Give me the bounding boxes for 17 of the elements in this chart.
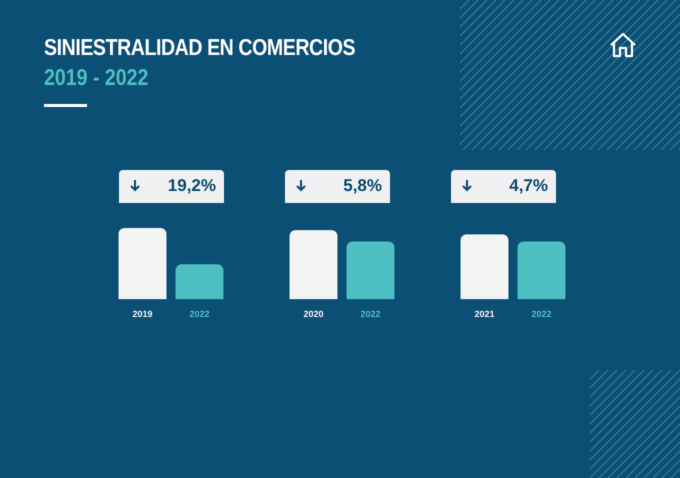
text: 4,7% [509, 176, 548, 195]
bar [176, 264, 224, 300]
chart-title: SINIESTRALIDAD EN COMERCIOS [44, 34, 356, 61]
text: 19,2% [168, 176, 216, 195]
x-tick-label: 2022 [189, 309, 210, 320]
x-tick-label: 2022 [531, 309, 552, 320]
bar [290, 230, 338, 300]
x-tick-label: 2022 [360, 309, 381, 320]
x-tick-label: 2020 [303, 309, 324, 320]
text: 5,8% [343, 176, 382, 195]
bar [346, 242, 394, 300]
x-tick-label: 2021 [474, 309, 495, 320]
bar [118, 228, 166, 300]
chart-subtitle: 2019 - 2022 [44, 64, 148, 91]
bar [460, 234, 508, 300]
x-tick-label: 2019 [132, 309, 153, 320]
bar [518, 242, 566, 300]
